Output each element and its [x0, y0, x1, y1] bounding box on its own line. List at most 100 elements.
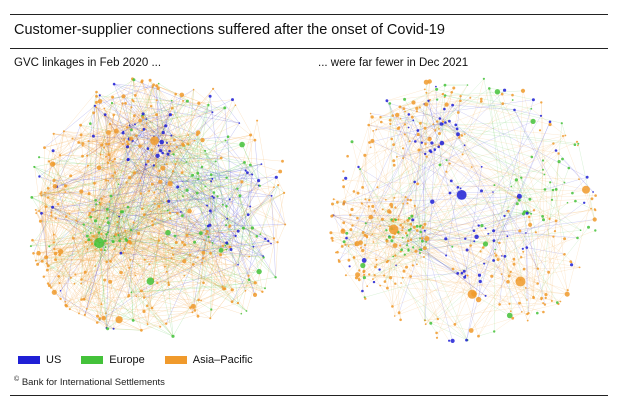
- network-edge: [120, 272, 256, 283]
- network-edge: [155, 183, 171, 199]
- legend-item-us: US: [18, 354, 61, 366]
- network-node: [356, 216, 359, 220]
- network-edge: [120, 272, 137, 297]
- network-node: [208, 209, 212, 213]
- network-edge: [44, 192, 97, 205]
- network-node: [415, 224, 419, 228]
- network-edge: [142, 117, 154, 166]
- network-edge: [41, 191, 96, 250]
- network-edge: [345, 244, 356, 246]
- network-edge: [153, 134, 189, 166]
- network-edge: [399, 111, 418, 128]
- network-edge: [41, 99, 233, 196]
- network-node: [563, 237, 567, 241]
- network-edge: [94, 161, 149, 184]
- network-node: [346, 154, 349, 158]
- network-edge: [150, 174, 253, 212]
- network-node: [82, 297, 86, 301]
- network-edge: [439, 95, 446, 165]
- network-node: [566, 289, 569, 292]
- network-edge: [445, 95, 515, 111]
- network-edge: [106, 180, 120, 241]
- network-edge: [462, 88, 490, 155]
- network-edge: [122, 103, 240, 124]
- network-node: [390, 239, 394, 243]
- network-node: [401, 229, 404, 232]
- network-node: [141, 207, 144, 211]
- network-edge: [399, 106, 436, 131]
- network-edge: [88, 214, 191, 255]
- network-edge: [48, 243, 93, 266]
- network-node: [352, 256, 356, 259]
- network-edge: [184, 104, 209, 245]
- network-edge: [114, 159, 145, 298]
- network-node: [121, 143, 124, 146]
- network-edge: [365, 223, 437, 333]
- network-edge: [70, 175, 139, 234]
- network-node: [576, 236, 579, 240]
- network-node: [29, 245, 32, 248]
- network-edge: [406, 103, 503, 246]
- top-rule: [10, 14, 608, 15]
- network-edge: [99, 148, 149, 228]
- network-edge: [70, 136, 155, 278]
- network-edge: [203, 242, 213, 283]
- network-node: [401, 237, 404, 239]
- network-edge: [225, 245, 249, 276]
- network-edge: [127, 124, 136, 128]
- network-node: [182, 195, 184, 198]
- network-node: [49, 161, 56, 167]
- network-edge: [87, 229, 132, 250]
- network-edge: [166, 201, 209, 238]
- network-edge: [439, 164, 472, 168]
- network-edge: [98, 167, 221, 255]
- network-node: [405, 265, 408, 269]
- network-edge: [108, 144, 120, 217]
- network-edge: [52, 163, 109, 181]
- network-edge: [373, 166, 472, 283]
- network-edge: [76, 181, 161, 221]
- network-edge: [549, 167, 569, 219]
- network-edge: [407, 143, 554, 221]
- network-node: [404, 110, 406, 113]
- network-edge: [223, 288, 233, 302]
- network-edge: [110, 195, 177, 243]
- network-edge: [171, 245, 226, 259]
- network-edge: [446, 104, 588, 178]
- network-node: [126, 157, 130, 161]
- network-edge: [51, 186, 56, 216]
- chart-title: Customer-supplier connections suffered a…: [14, 22, 445, 38]
- network-edge: [41, 195, 108, 210]
- network-node: [206, 204, 209, 207]
- network-edge: [232, 99, 256, 141]
- network-edge: [107, 209, 139, 234]
- network-node: [78, 312, 80, 315]
- network-edge: [37, 131, 117, 265]
- network-node: [44, 255, 49, 260]
- network-node: [570, 263, 574, 267]
- network-edge: [126, 99, 133, 128]
- network-node: [578, 178, 580, 180]
- network-edge: [419, 249, 426, 321]
- network-node: [420, 141, 423, 144]
- network-edge: [254, 140, 259, 181]
- network-edge: [495, 236, 508, 256]
- network-edge: [78, 136, 155, 143]
- network-edge: [83, 299, 98, 317]
- network-edge: [393, 103, 503, 145]
- network-edge: [430, 323, 468, 341]
- network-edge: [109, 131, 117, 161]
- network-edge: [113, 165, 154, 242]
- network-node: [36, 262, 40, 266]
- network-node: [430, 199, 435, 204]
- network-edge: [49, 145, 184, 247]
- network-edge: [53, 165, 89, 181]
- network-node: [193, 240, 197, 244]
- network-edge: [489, 88, 512, 187]
- network-node: [171, 334, 175, 338]
- network-feb-2020: [29, 77, 287, 338]
- network-node: [126, 205, 130, 209]
- network-edge: [41, 180, 109, 196]
- network-node: [172, 253, 175, 256]
- network-edge: [49, 285, 87, 310]
